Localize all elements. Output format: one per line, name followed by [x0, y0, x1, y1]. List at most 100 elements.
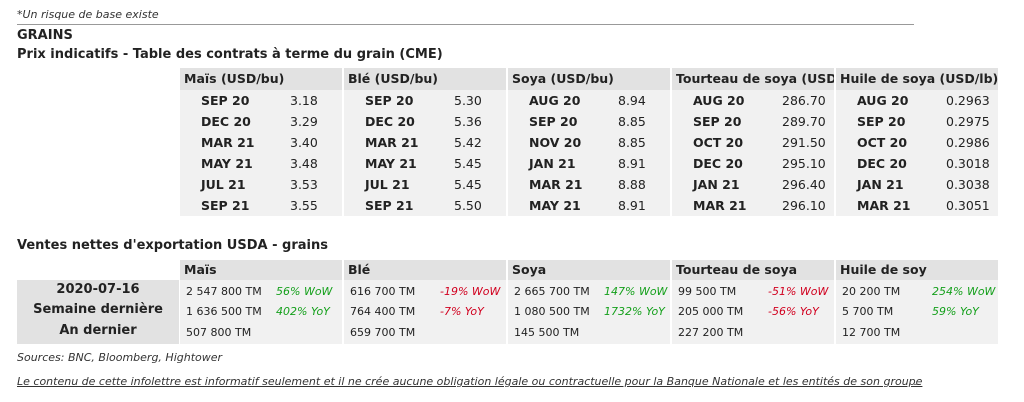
contract-price: 289.70: [782, 114, 826, 129]
contract-month: SEP 21: [365, 198, 414, 213]
futures-column: SEP 20 5.30 DEC 20 5.36 MAR 21 5.42 MAY 21 5.45…: [344, 90, 506, 216]
section-title: GRAINS: [17, 28, 73, 43]
export-change: 402% YoY: [276, 305, 330, 318]
futures-header-soymeal: Tourteau de soya (USD/ST: [672, 68, 834, 90]
futures-column: AUG 20 0.2963 SEP 20 0.2975 OCT 20 0.2986 DEC …: [836, 90, 998, 216]
contract-month: MAR 21: [693, 198, 747, 213]
exports-header-soybeans: Soya: [508, 260, 670, 280]
futures-row: JAN 21 296.40: [672, 174, 834, 195]
exports-row: 12 700 TM: [836, 323, 998, 343]
contract-month: SEP 20: [857, 114, 906, 129]
exports-header-soyoil: Huile de soy: [836, 260, 998, 280]
futures-header-soyoil: Huile de soya (USD/lb): [836, 68, 998, 90]
export-volume: 99 500 TM: [678, 285, 737, 298]
contract-month: MAY 21: [365, 156, 417, 171]
contract-price: 8.88: [618, 177, 646, 192]
contract-price: 3.55: [290, 198, 318, 213]
row-label-last-year: An dernier: [59, 323, 137, 338]
contract-price: 0.2963: [946, 93, 990, 108]
export-volume: 227 200 TM: [678, 326, 744, 339]
futures-row: DEC 20 3.29: [180, 111, 342, 132]
futures-row: JUL 21 5.45: [344, 174, 506, 195]
row-label-last-week: Semaine dernière: [33, 302, 163, 317]
export-change: 1732% YoY: [604, 305, 665, 318]
contract-month: DEC 20: [693, 156, 743, 171]
exports-column: 99 500 TM -51% WoW 205 000 TM -56% YoY 227 2…: [672, 280, 834, 344]
exports-row: 227 200 TM: [672, 323, 834, 343]
contract-month: AUG 20: [857, 93, 909, 108]
futures-row: SEP 20 0.2975: [836, 111, 998, 132]
contract-month: MAY 21: [201, 156, 253, 171]
contract-price: 286.70: [782, 93, 826, 108]
contract-price: 3.18: [290, 93, 318, 108]
exports-row: 507 800 TM: [180, 323, 342, 343]
export-volume: 2 665 700 TM: [514, 285, 590, 298]
contract-price: 8.94: [618, 93, 646, 108]
export-change: -56% YoY: [768, 305, 819, 318]
contract-month: SEP 20: [693, 114, 742, 129]
exports-row: 1 636 500 TM 402% YoY: [180, 302, 342, 322]
export-volume: 20 200 TM: [842, 285, 901, 298]
export-change: -19% WoW: [440, 285, 501, 298]
exports-header-row: Maïs Blé Soya Tourteau de soya Huile de …: [180, 260, 1000, 280]
contract-price: 296.10: [782, 198, 826, 213]
exports-header-wheat: Blé: [344, 260, 506, 280]
exports-header-corn: Maïs: [180, 260, 342, 280]
contract-price: 3.29: [290, 114, 318, 129]
contract-month: AUG 20: [529, 93, 581, 108]
futures-row: NOV 20 8.85: [508, 132, 670, 153]
contract-month: SEP 20: [201, 93, 250, 108]
exports-row: 2 547 800 TM 56% WoW: [180, 282, 342, 302]
contract-month: JAN 21: [693, 177, 740, 192]
futures-row: SEP 21 5.50: [344, 195, 506, 216]
futures-row: JAN 21 0.3038: [836, 174, 998, 195]
contract-price: 291.50: [782, 135, 826, 150]
contract-month: NOV 20: [529, 135, 582, 150]
contract-price: 3.40: [290, 135, 318, 150]
futures-column: AUG 20 286.70 SEP 20 289.70 OCT 20 291.50 DEC …: [672, 90, 834, 216]
contract-price: 5.45: [454, 177, 482, 192]
exports-row-labels: 2020-07-16 Semaine dernière An dernier: [17, 280, 179, 344]
contract-month: MAR 21: [201, 135, 255, 150]
contract-month: MAR 21: [365, 135, 419, 150]
contract-price: 0.3038: [946, 177, 990, 192]
export-volume: 1 636 500 TM: [186, 305, 262, 318]
futures-row: AUG 20 286.70: [672, 90, 834, 111]
futures-row: MAR 21 0.3051: [836, 195, 998, 216]
export-volume: 205 000 TM: [678, 305, 744, 318]
futures-row: MAY 21 8.91: [508, 195, 670, 216]
exports-row: 205 000 TM -56% YoY: [672, 302, 834, 322]
futures-row: AUG 20 0.2963: [836, 90, 998, 111]
contract-price: 296.40: [782, 177, 826, 192]
futures-row: JUL 21 3.53: [180, 174, 342, 195]
contract-month: JAN 21: [857, 177, 904, 192]
exports-table-body: 2 547 800 TM 56% WoW 1 636 500 TM 402% YoY 5…: [180, 280, 1000, 344]
contract-price: 8.91: [618, 198, 646, 213]
export-volume: 2 547 800 TM: [186, 285, 262, 298]
export-volume: 764 400 TM: [350, 305, 416, 318]
export-change: 59% YoY: [932, 305, 979, 318]
contract-price: 0.2975: [946, 114, 990, 129]
futures-column: AUG 20 8.94 SEP 20 8.85 NOV 20 8.85 JAN 21 8.91…: [508, 90, 670, 216]
contract-month: DEC 20: [201, 114, 251, 129]
divider-line: [17, 24, 914, 25]
futures-row: SEP 20 3.18: [180, 90, 342, 111]
contract-month: DEC 20: [857, 156, 907, 171]
futures-row: MAY 21 5.45: [344, 153, 506, 174]
futures-header-soybeans: Soya (USD/bu): [508, 68, 670, 90]
export-volume: 5 700 TM: [842, 305, 894, 318]
exports-column: 616 700 TM -19% WoW 764 400 TM -7% YoY 659 7…: [344, 280, 506, 344]
futures-row: JAN 21 8.91: [508, 153, 670, 174]
contract-month: OCT 20: [857, 135, 908, 150]
exports-column: 20 200 TM 254% WoW 5 700 TM 59% YoY 12 700 T…: [836, 280, 998, 344]
export-volume: 659 700 TM: [350, 326, 416, 339]
futures-row: SEP 20 289.70: [672, 111, 834, 132]
futures-row: MAR 21 8.88: [508, 174, 670, 195]
export-change: 147% WoW: [604, 285, 668, 298]
futures-row: MAR 21 296.10: [672, 195, 834, 216]
contract-price: 5.50: [454, 198, 482, 213]
exports-row: 5 700 TM 59% YoY: [836, 302, 998, 322]
exports-row: 2 665 700 TM 147% WoW: [508, 282, 670, 302]
export-volume: 145 500 TM: [514, 326, 580, 339]
contract-price: 5.42: [454, 135, 482, 150]
